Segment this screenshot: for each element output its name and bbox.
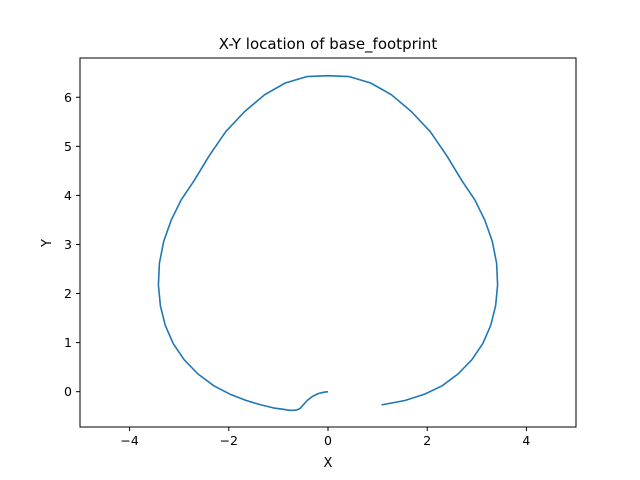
x-tick-label: 0 (324, 433, 332, 448)
y-tick-label: 4 (64, 188, 72, 203)
x-tick-label: 2 (423, 433, 431, 448)
y-tick-label: 6 (64, 90, 72, 105)
x-tick-label: −2 (220, 433, 238, 448)
x-axis-label: X (324, 456, 333, 471)
y-tick-label: 2 (64, 286, 72, 301)
y-tick-label: 1 (64, 335, 72, 350)
x-axis-ticks: −4 −2 0 2 4 (120, 427, 530, 448)
y-axis-ticks: 0 1 2 3 4 5 6 (64, 90, 80, 399)
x-tick-label: −4 (120, 433, 138, 448)
y-tick-label: 5 (64, 139, 72, 154)
x-tick-label: 4 (522, 433, 530, 448)
y-tick-label: 3 (64, 237, 72, 252)
chart-title: X-Y location of base_footprint (219, 35, 438, 54)
series-line-0 (157, 74, 499, 412)
y-tick-label: 0 (64, 384, 72, 399)
y-axis-label: Y (40, 239, 55, 248)
